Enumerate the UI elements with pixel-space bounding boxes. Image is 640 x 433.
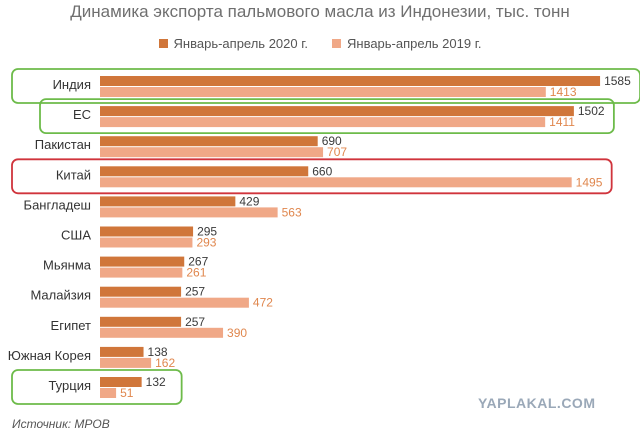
bar-2019 — [100, 327, 224, 338]
bar-2020 — [100, 316, 182, 327]
watermark: YAPLAKAL.COM — [478, 395, 596, 411]
value-label-2019: 563 — [282, 205, 302, 219]
category-label: Турция — [48, 378, 91, 393]
category-label: Малайзия — [30, 288, 91, 303]
category-label: Бангладеш — [24, 197, 91, 212]
bar-2020 — [100, 196, 236, 207]
value-label-2020: 690 — [322, 134, 342, 148]
value-label-2019: 261 — [186, 266, 206, 280]
legend-swatch-2020 — [158, 39, 168, 48]
bar-2020 — [100, 166, 309, 177]
bar-2020 — [100, 76, 601, 86]
source-note: Источник: МРОВ — [12, 417, 110, 431]
category-label: Египет — [51, 318, 92, 333]
bar-2020 — [100, 286, 182, 297]
bar-2019 — [100, 87, 546, 97]
value-label-2020: 1585 — [604, 74, 631, 88]
highlight-frame-green — [11, 68, 640, 104]
chart-title: Динамика экспорта пальмового масла из Ин… — [70, 2, 570, 21]
category-label: Пакистан — [35, 137, 91, 152]
value-label-2020: 660 — [312, 164, 332, 178]
highlight-frame-red — [11, 158, 613, 195]
bar-2020 — [100, 256, 185, 267]
category-label: США — [61, 228, 91, 243]
category-label: Южная Корея — [8, 348, 91, 363]
value-label-2019: 390 — [227, 326, 247, 340]
bar-2019 — [100, 147, 324, 158]
value-label-2019: 472 — [253, 296, 273, 310]
value-label-2020: 132 — [146, 375, 166, 389]
bar-2020 — [100, 226, 194, 237]
bar-2020 — [100, 346, 144, 357]
value-label-2019: 1411 — [549, 115, 575, 129]
value-label-2020: 257 — [185, 285, 205, 299]
bar-2019 — [100, 267, 183, 278]
category-label: Индия — [53, 77, 91, 92]
bar-2020 — [100, 106, 574, 117]
highlight-frame-green — [11, 369, 183, 405]
value-label-2019: 293 — [196, 236, 216, 250]
value-label-2020: 257 — [185, 315, 205, 329]
value-label-2020: 138 — [148, 345, 168, 359]
legend-item-2020: Январь-апрель 2020 г. — [158, 36, 308, 51]
legend-label-2019: Январь-апрель 2019 г. — [347, 36, 482, 51]
legend-label-2020: Январь-апрель 2020 г. — [173, 36, 308, 51]
highlight-frame-green — [39, 98, 615, 134]
bar-2019 — [100, 357, 152, 368]
bar-2019 — [100, 297, 249, 308]
value-label-2019: 1495 — [576, 175, 603, 189]
category-label: Мьянма — [43, 258, 92, 273]
value-label-2020: 267 — [188, 255, 208, 269]
category-label: ЕС — [73, 107, 91, 122]
value-label-2020: 295 — [197, 225, 217, 239]
legend: Январь-апрель 2020 г. Январь-апрель 2019… — [0, 36, 640, 51]
bar-2019 — [100, 207, 278, 218]
bar-2020 — [100, 136, 318, 147]
legend-item-2019: Январь-апрель 2019 г. — [332, 36, 481, 51]
value-label-2020: 1502 — [578, 104, 605, 118]
bar-2019 — [100, 117, 546, 128]
value-label-2019: 1413 — [550, 85, 577, 99]
value-label-2020: 429 — [239, 194, 259, 208]
legend-swatch-2019 — [332, 39, 341, 48]
category-label: Китай — [56, 167, 91, 182]
bar-2019 — [100, 177, 572, 188]
bar-2019 — [100, 237, 193, 248]
bar-2019 — [100, 388, 117, 398]
value-label-2019: 162 — [155, 356, 175, 370]
value-label-2019: 51 — [120, 386, 134, 400]
value-label-2019: 707 — [327, 145, 347, 159]
bar-2020 — [100, 377, 142, 387]
